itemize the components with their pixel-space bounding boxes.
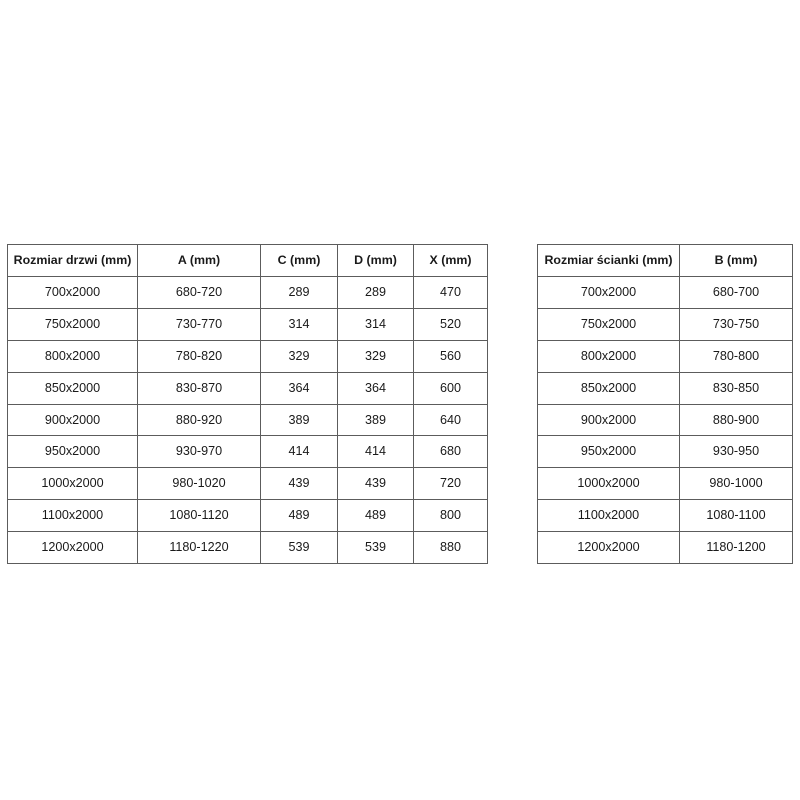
cell-c: 329 bbox=[260, 339, 338, 373]
cell-c: 414 bbox=[260, 435, 338, 469]
column-header-a: A (mm) bbox=[137, 244, 261, 277]
table-row: 850x2000 830-870 364 364 600 bbox=[7, 371, 488, 405]
cell-d: 314 bbox=[337, 307, 414, 341]
wall-table-header: Rozmiar ścianki (mm) B (mm) bbox=[537, 244, 793, 277]
cell-a: 980-1020 bbox=[137, 467, 261, 501]
cell-b: 930-950 bbox=[679, 435, 793, 469]
cell-x: 640 bbox=[413, 403, 488, 437]
cell-b: 680-700 bbox=[679, 275, 793, 309]
cell-d: 389 bbox=[337, 403, 414, 437]
table-header-row: Rozmiar drzwi (mm) A (mm) C (mm) D (mm) … bbox=[7, 244, 488, 277]
cell-x: 470 bbox=[413, 275, 488, 309]
cell-door-size: 1200x2000 bbox=[7, 531, 138, 565]
cell-a: 880-920 bbox=[137, 403, 261, 437]
cell-b: 880-900 bbox=[679, 403, 793, 437]
cell-b: 780-800 bbox=[679, 339, 793, 373]
column-header-door-size: Rozmiar drzwi (mm) bbox=[7, 244, 138, 277]
table-row: 1200x2000 1180-1200 bbox=[537, 531, 793, 565]
door-size-table: Rozmiar drzwi (mm) A (mm) C (mm) D (mm) … bbox=[7, 244, 488, 565]
cell-d: 329 bbox=[337, 339, 414, 373]
table-row: 700x2000 680-700 bbox=[537, 275, 793, 309]
cell-x: 560 bbox=[413, 339, 488, 373]
cell-c: 489 bbox=[260, 499, 338, 533]
cell-a: 1080-1120 bbox=[137, 499, 261, 533]
cell-x: 720 bbox=[413, 467, 488, 501]
cell-b: 1180-1200 bbox=[679, 531, 793, 565]
cell-a: 780-820 bbox=[137, 339, 261, 373]
cell-wall-size: 950x2000 bbox=[537, 435, 680, 469]
cell-d: 414 bbox=[337, 435, 414, 469]
table-row: 1200x2000 1180-1220 539 539 880 bbox=[7, 531, 488, 565]
cell-door-size: 950x2000 bbox=[7, 435, 138, 469]
cell-c: 289 bbox=[260, 275, 338, 309]
cell-wall-size: 1200x2000 bbox=[537, 531, 680, 565]
cell-wall-size: 850x2000 bbox=[537, 371, 680, 405]
table-row: 1100x2000 1080-1100 bbox=[537, 499, 793, 533]
cell-x: 880 bbox=[413, 531, 488, 565]
cell-d: 364 bbox=[337, 371, 414, 405]
door-table-header: Rozmiar drzwi (mm) A (mm) C (mm) D (mm) … bbox=[7, 244, 488, 277]
table-header-row: Rozmiar ścianki (mm) B (mm) bbox=[537, 244, 793, 277]
cell-door-size: 700x2000 bbox=[7, 275, 138, 309]
table-row: 950x2000 930-950 bbox=[537, 435, 793, 469]
cell-wall-size: 900x2000 bbox=[537, 403, 680, 437]
column-header-wall-size: Rozmiar ścianki (mm) bbox=[537, 244, 680, 277]
cell-door-size: 750x2000 bbox=[7, 307, 138, 341]
table-row: 1000x2000 980-1020 439 439 720 bbox=[7, 467, 488, 501]
cell-b: 830-850 bbox=[679, 371, 793, 405]
cell-c: 439 bbox=[260, 467, 338, 501]
table-row: 750x2000 730-770 314 314 520 bbox=[7, 307, 488, 341]
column-header-b: B (mm) bbox=[679, 244, 793, 277]
cell-d: 289 bbox=[337, 275, 414, 309]
table-row: 700x2000 680-720 289 289 470 bbox=[7, 275, 488, 309]
cell-door-size: 800x2000 bbox=[7, 339, 138, 373]
cell-x: 800 bbox=[413, 499, 488, 533]
cell-door-size: 1100x2000 bbox=[7, 499, 138, 533]
cell-a: 830-870 bbox=[137, 371, 261, 405]
cell-c: 539 bbox=[260, 531, 338, 565]
wall-table-body: 700x2000 680-700 750x2000 730-750 800x20… bbox=[537, 275, 793, 565]
cell-wall-size: 800x2000 bbox=[537, 339, 680, 373]
column-header-c: C (mm) bbox=[260, 244, 338, 277]
cell-d: 539 bbox=[337, 531, 414, 565]
cell-a: 1180-1220 bbox=[137, 531, 261, 565]
cell-b: 980-1000 bbox=[679, 467, 793, 501]
cell-a: 730-770 bbox=[137, 307, 261, 341]
table-row: 850x2000 830-850 bbox=[537, 371, 793, 405]
table-row: 900x2000 880-900 bbox=[537, 403, 793, 437]
cell-d: 439 bbox=[337, 467, 414, 501]
table-row: 1000x2000 980-1000 bbox=[537, 467, 793, 501]
cell-door-size: 1000x2000 bbox=[7, 467, 138, 501]
cell-a: 680-720 bbox=[137, 275, 261, 309]
table-row: 750x2000 730-750 bbox=[537, 307, 793, 341]
cell-d: 489 bbox=[337, 499, 414, 533]
cell-b: 1080-1100 bbox=[679, 499, 793, 533]
table-row: 800x2000 780-820 329 329 560 bbox=[7, 339, 488, 373]
table-row: 800x2000 780-800 bbox=[537, 339, 793, 373]
table-row: 950x2000 930-970 414 414 680 bbox=[7, 435, 488, 469]
column-header-x: X (mm) bbox=[413, 244, 488, 277]
wall-size-table: Rozmiar ścianki (mm) B (mm) 700x2000 680… bbox=[537, 244, 793, 565]
door-table-body: 700x2000 680-720 289 289 470 750x2000 73… bbox=[7, 275, 488, 565]
cell-wall-size: 1000x2000 bbox=[537, 467, 680, 501]
cell-a: 930-970 bbox=[137, 435, 261, 469]
cell-x: 680 bbox=[413, 435, 488, 469]
table-row: 900x2000 880-920 389 389 640 bbox=[7, 403, 488, 437]
cell-c: 389 bbox=[260, 403, 338, 437]
cell-c: 314 bbox=[260, 307, 338, 341]
cell-door-size: 850x2000 bbox=[7, 371, 138, 405]
cell-x: 520 bbox=[413, 307, 488, 341]
table-row: 1100x2000 1080-1120 489 489 800 bbox=[7, 499, 488, 533]
cell-wall-size: 1100x2000 bbox=[537, 499, 680, 533]
cell-wall-size: 700x2000 bbox=[537, 275, 680, 309]
cell-door-size: 900x2000 bbox=[7, 403, 138, 437]
cell-c: 364 bbox=[260, 371, 338, 405]
cell-wall-size: 750x2000 bbox=[537, 307, 680, 341]
cell-x: 600 bbox=[413, 371, 488, 405]
column-header-d: D (mm) bbox=[337, 244, 414, 277]
cell-b: 730-750 bbox=[679, 307, 793, 341]
